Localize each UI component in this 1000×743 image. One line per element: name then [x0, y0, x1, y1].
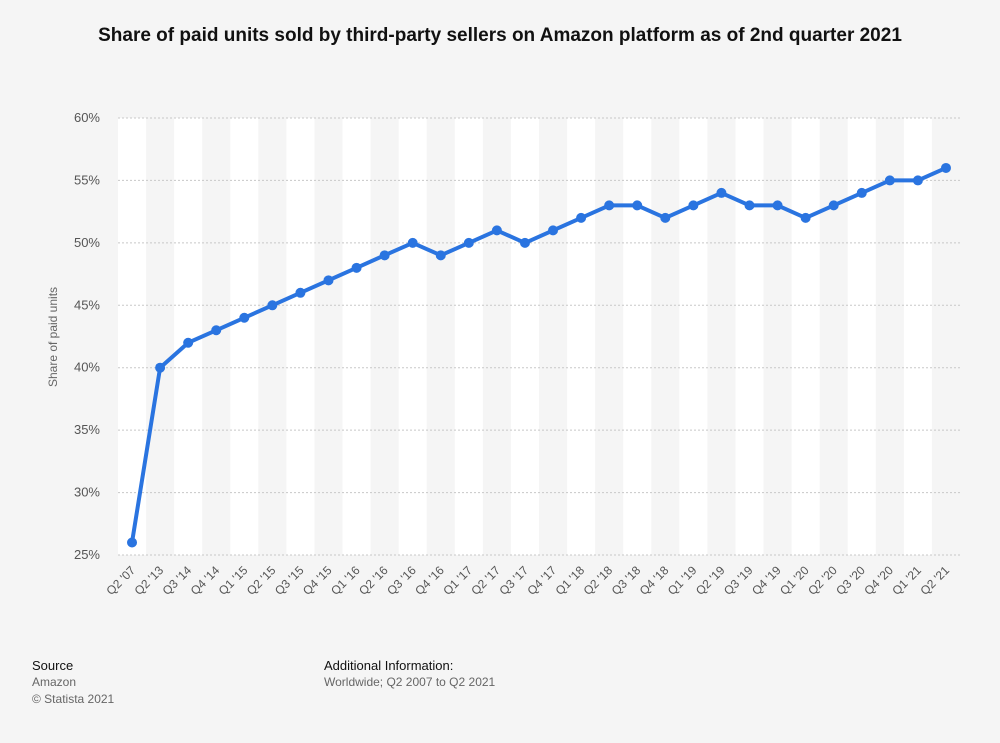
x-tick-label: Q2 '20 — [805, 563, 840, 598]
data-point[interactable] — [463, 237, 474, 248]
y-tick-label: 25% — [74, 547, 100, 562]
data-point[interactable] — [295, 287, 306, 298]
data-point[interactable] — [407, 237, 418, 248]
x-tick-label: Q2 '07 — [104, 563, 139, 598]
y-axis-label: Share of paid units — [46, 287, 60, 387]
x-tick-label: Q4 '17 — [525, 563, 560, 598]
data-point[interactable] — [239, 312, 250, 323]
band-18 — [623, 118, 652, 555]
data-point[interactable] — [548, 225, 559, 236]
data-point[interactable] — [800, 212, 811, 223]
source-block: Source Amazon © Statista 2021 — [32, 657, 114, 708]
y-tick-label: 50% — [74, 235, 100, 250]
data-point[interactable] — [267, 300, 278, 311]
x-tick-label: Q4 '19 — [749, 563, 784, 598]
y-tick-label: 45% — [74, 297, 100, 312]
data-point[interactable] — [632, 200, 643, 211]
data-point[interactable] — [744, 200, 755, 211]
x-tick-label: Q1 '15 — [216, 563, 251, 598]
y-tick-label: 40% — [74, 360, 100, 375]
x-tick-label: Q1 '18 — [553, 563, 588, 598]
data-point[interactable] — [828, 200, 839, 211]
band-16 — [567, 118, 596, 555]
data-point[interactable] — [912, 175, 923, 186]
x-tick-label: Q1 '19 — [665, 563, 700, 598]
x-tick-label: Q3 '17 — [496, 563, 531, 598]
band-26 — [847, 118, 876, 555]
band-28 — [903, 118, 932, 555]
x-tick-label: Q4 '18 — [637, 563, 672, 598]
data-point[interactable] — [519, 237, 530, 248]
x-tick-label: Q3 '19 — [721, 563, 756, 598]
data-point[interactable] — [183, 337, 194, 348]
x-tick-label: Q1 '20 — [777, 563, 812, 598]
x-tick-label: Q4 '20 — [861, 563, 896, 598]
x-tick-label: Q2 '17 — [468, 563, 503, 598]
x-tick-label: Q2 '21 — [917, 563, 952, 598]
data-point[interactable] — [604, 200, 615, 211]
x-tick-label: Q1 '16 — [328, 563, 363, 598]
data-point[interactable] — [716, 187, 727, 198]
additional-info-label[interactable]: Additional Information: — [324, 658, 454, 673]
x-tick-label: Q1 '17 — [440, 563, 475, 598]
x-tick-label: Q3 '14 — [160, 563, 195, 598]
band-6 — [286, 118, 315, 555]
y-tick-label: 30% — [74, 485, 100, 500]
y-tick-label: 55% — [74, 172, 100, 187]
series-line — [130, 165, 948, 545]
band-4 — [230, 118, 259, 555]
x-tick-label: Q4 '15 — [300, 563, 335, 598]
data-point[interactable] — [576, 212, 587, 223]
data-point[interactable] — [884, 175, 895, 186]
data-point[interactable] — [688, 200, 699, 211]
additional-info-block: Additional Information: Worldwide; Q2 20… — [324, 657, 495, 691]
x-tick-label: Q2 '18 — [581, 563, 616, 598]
x-tick-label: Q3 '20 — [833, 563, 868, 598]
data-point[interactable] — [127, 537, 138, 548]
data-point[interactable] — [435, 250, 446, 261]
x-tick-label: Q2 '13 — [132, 563, 167, 598]
band-24 — [791, 118, 820, 555]
band-8 — [342, 118, 371, 555]
y-tick-label: 60% — [74, 110, 100, 125]
alternating-bands — [118, 118, 932, 555]
x-tick-label: Q3 '15 — [272, 563, 307, 598]
x-tick-label: Q4 '14 — [188, 563, 223, 598]
y-tick-label: 35% — [74, 422, 100, 437]
data-point[interactable] — [351, 262, 362, 273]
x-tick-label: Q1 '21 — [889, 563, 924, 598]
data-point[interactable] — [660, 212, 671, 223]
x-tick-label: Q2 '19 — [693, 563, 728, 598]
additional-info-value: Worldwide; Q2 2007 to Q2 2021 — [324, 675, 496, 689]
x-tick-label: Q3 '16 — [384, 563, 419, 598]
x-tick-label: Q4 '16 — [412, 563, 447, 598]
band-14 — [510, 118, 539, 555]
x-tick-label: Q3 '18 — [609, 563, 644, 598]
data-points — [127, 162, 951, 548]
x-tick-label: Q2 '15 — [244, 563, 279, 598]
y-axis-ticks: 25% 30% 35% 40% 45% 50% 55% 60% — [74, 110, 100, 562]
band-10 — [398, 118, 427, 555]
data-point[interactable] — [211, 325, 222, 336]
data-point[interactable] — [856, 187, 867, 198]
band-20 — [679, 118, 708, 555]
data-point[interactable] — [772, 200, 783, 211]
copyright: © Statista 2021 — [32, 692, 115, 706]
data-point[interactable] — [323, 275, 334, 286]
data-point[interactable] — [491, 225, 502, 236]
source-value: Amazon — [32, 675, 77, 689]
chart-title: Share of paid units sold by third-party … — [98, 25, 902, 46]
gridlines — [118, 117, 960, 556]
band-22 — [735, 118, 764, 555]
band-12 — [454, 118, 483, 555]
source-label: Source — [32, 658, 74, 673]
data-point[interactable] — [940, 162, 951, 173]
data-point[interactable] — [155, 362, 166, 373]
data-point[interactable] — [379, 250, 390, 261]
x-tick-label: Q2 '16 — [356, 563, 391, 598]
